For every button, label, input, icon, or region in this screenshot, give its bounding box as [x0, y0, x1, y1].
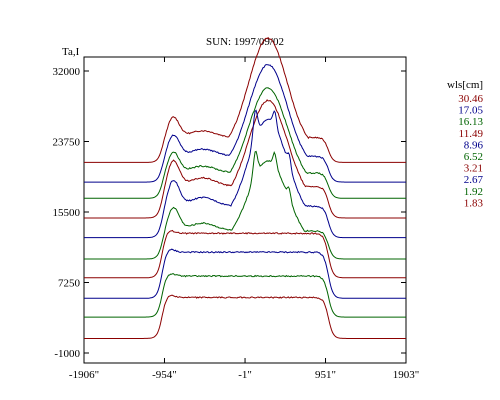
series-line-2.67	[84, 248, 406, 299]
series-line-17.05	[84, 63, 406, 183]
series-line-1.92	[84, 273, 406, 318]
series-group	[84, 36, 406, 339]
y-tick-label: 7250	[58, 278, 81, 290]
y-tick-label: -1000	[54, 348, 80, 360]
series-line-6.52	[84, 150, 406, 260]
legend-entry: 16.13	[458, 116, 483, 128]
series-line-30.46	[84, 36, 406, 163]
legend-title: wls[cm]	[447, 79, 483, 91]
x-tick-label: 951"	[315, 369, 336, 381]
series-line-1.83	[84, 294, 406, 339]
series-line-16.13	[84, 87, 406, 199]
legend: 30.4617.0516.1311.498.966.523.212.671.92…	[458, 93, 483, 209]
legend-entry: 6.52	[464, 151, 483, 163]
axes: -1000 7250 15500 23750 32000 -1906" -954" -1" 95…	[53, 57, 420, 381]
chart-title: SUN: 1997/09/02	[206, 36, 284, 48]
y-tick-label: 32000	[53, 66, 81, 78]
series-line-8.96	[84, 109, 406, 239]
legend-entry: 11.49	[459, 128, 484, 140]
legend-entry: 8.96	[464, 139, 484, 151]
series-line-11.49	[84, 99, 406, 219]
x-tick-label: -1906"	[69, 369, 99, 381]
x-tick-label: 1903"	[393, 369, 420, 381]
legend-entry: 17.05	[458, 105, 483, 117]
x-tick-label: -954"	[152, 369, 177, 381]
legend-entry: 30.46	[458, 93, 483, 105]
x-tick-label: -1"	[238, 369, 252, 381]
series-line-3.21	[84, 229, 406, 279]
y-tick-label: 23750	[53, 137, 81, 149]
legend-entry: 1.92	[464, 186, 483, 198]
y-axis-label: Ta,I	[62, 46, 80, 58]
y-tick-label: 15500	[53, 207, 81, 219]
legend-entry: 1.83	[464, 197, 484, 209]
legend-entry: 3.21	[464, 163, 483, 175]
legend-entry: 2.67	[464, 174, 484, 186]
